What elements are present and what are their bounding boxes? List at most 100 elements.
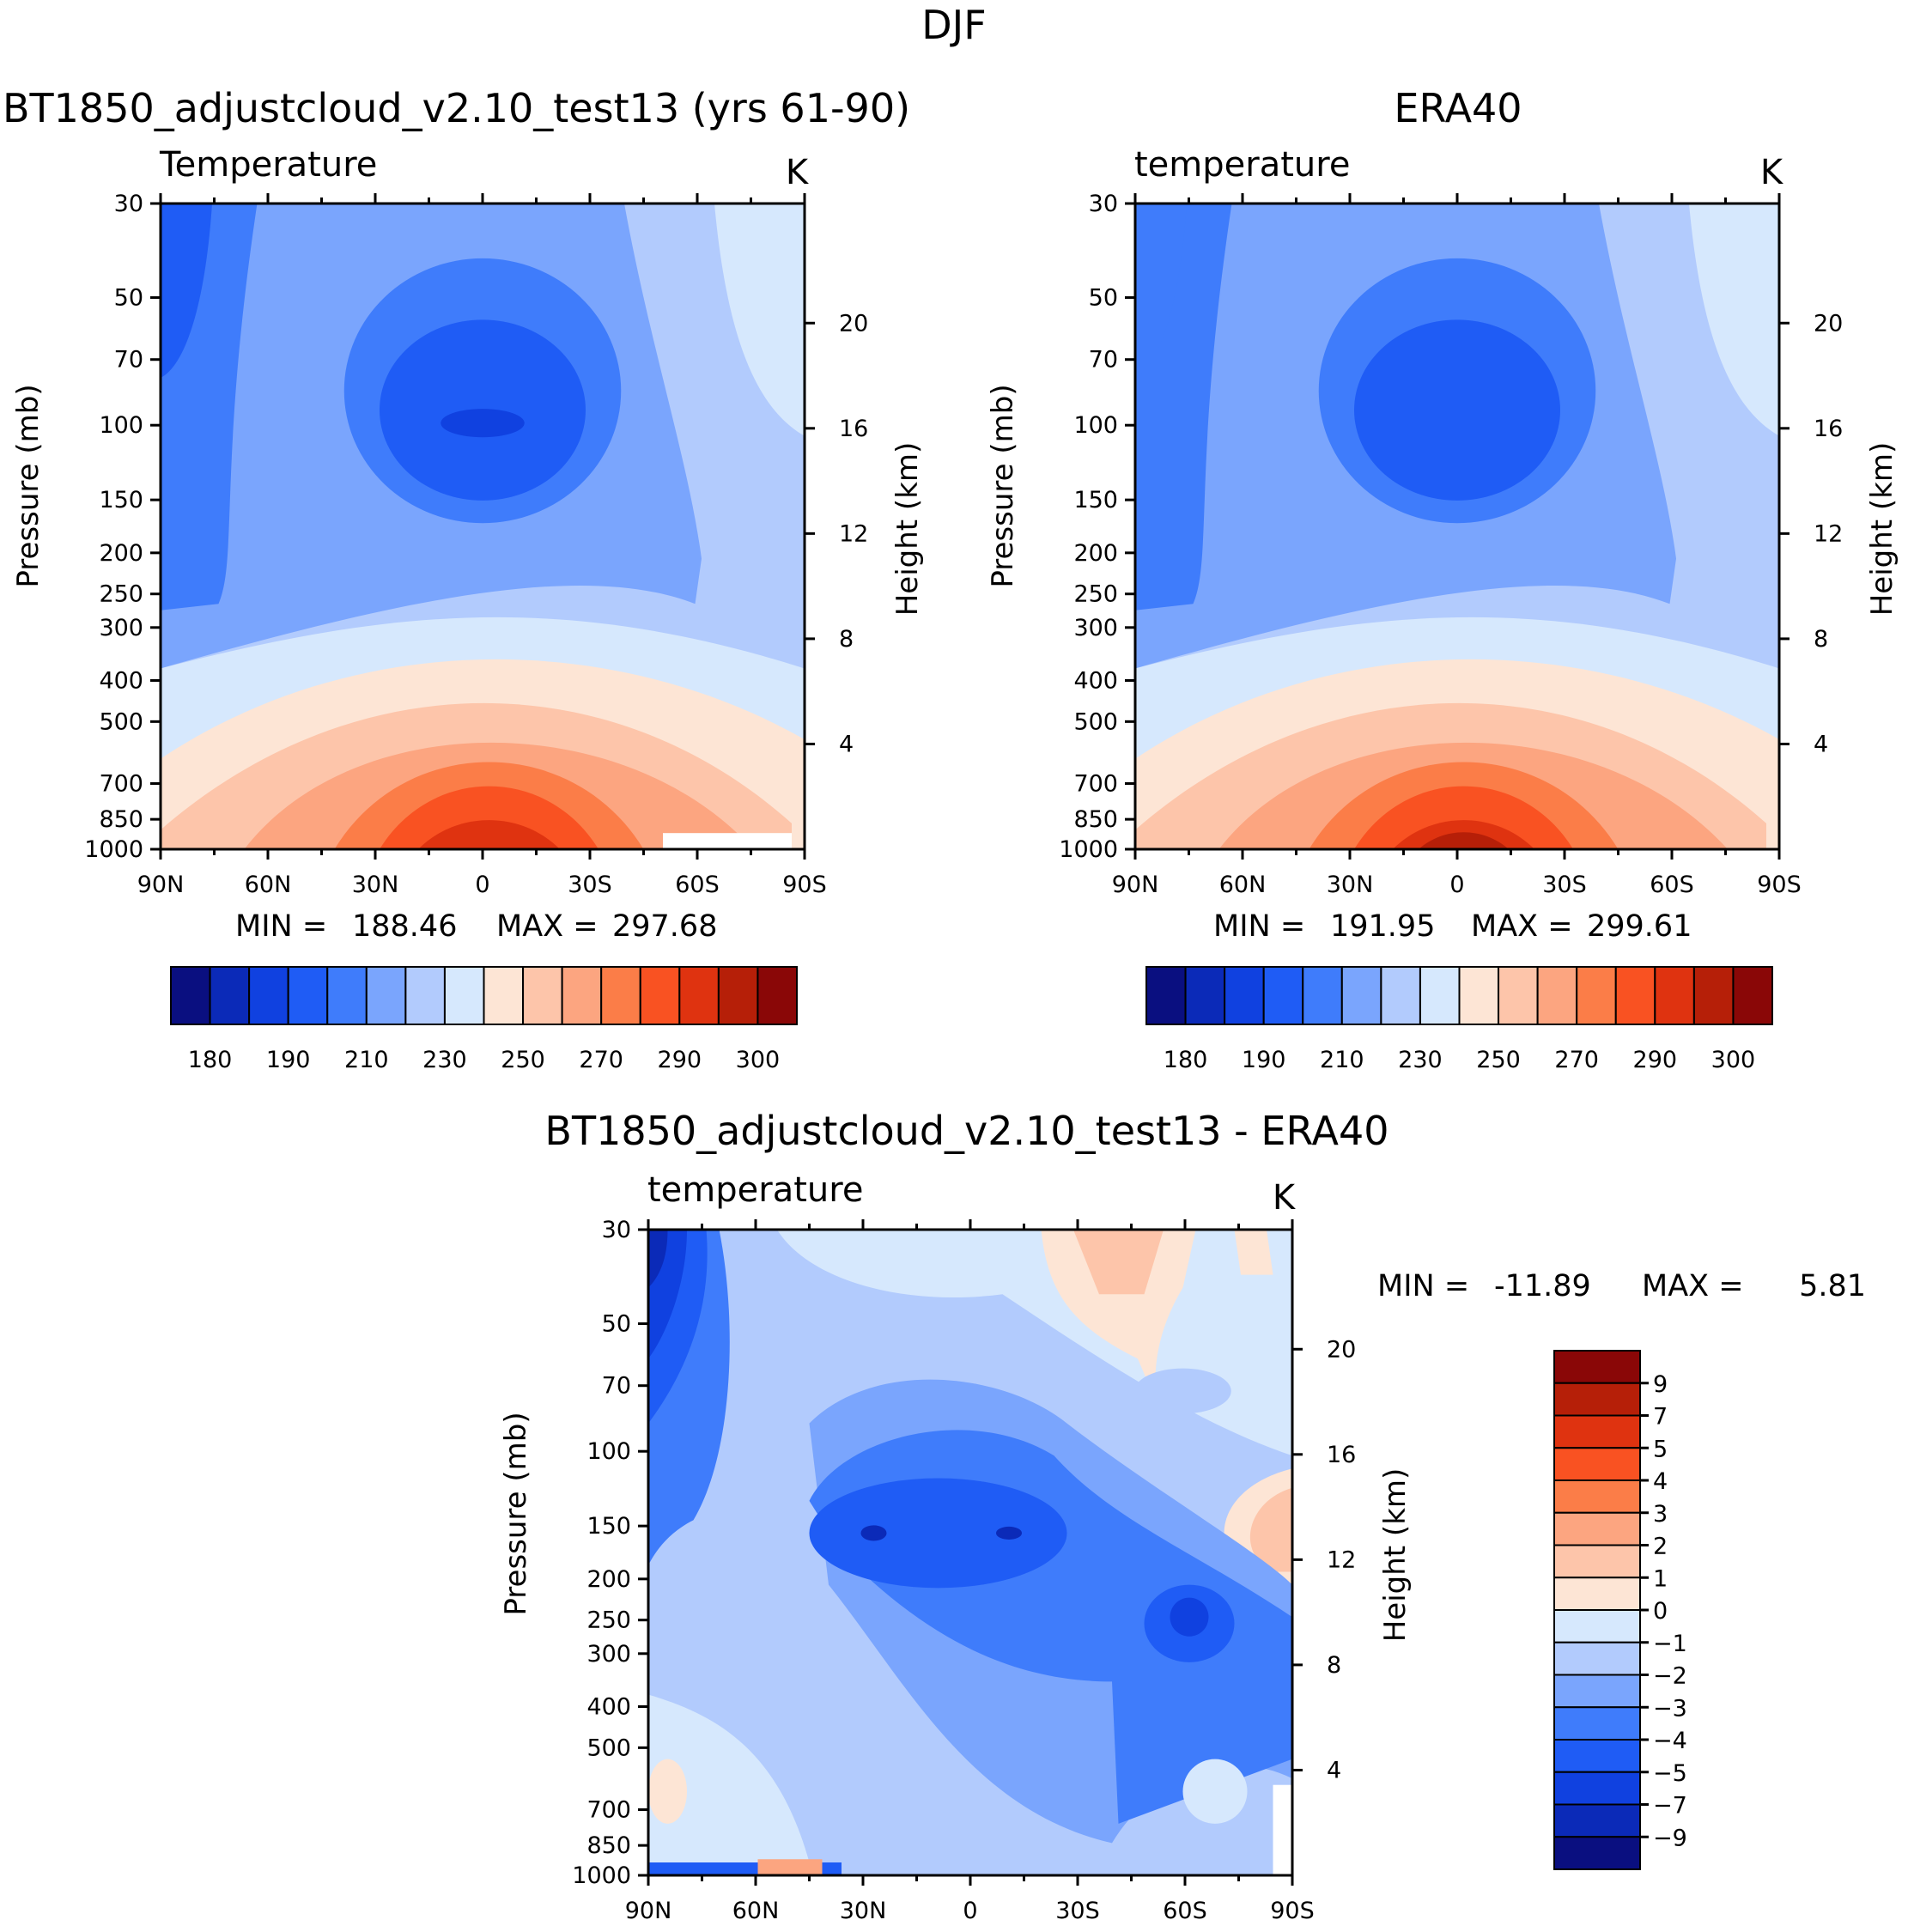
contour-region [996,1526,1022,1540]
colorbar-box [1576,966,1617,1025]
contour-region [161,204,212,379]
x-tick-label: 60S [1650,872,1694,898]
y-tick-label: 150 [99,487,143,513]
contour-region [714,204,805,436]
y2-tick-label: 20 [839,310,868,337]
panel-difference: BT1850_adjustcloud_v2.10_test13 - ERA40 … [499,1108,1866,1924]
max-label: MAX = [496,909,599,944]
contour-region [1170,1597,1209,1637]
x-tick-label: 90N [1112,872,1159,898]
y2-tick-label: 4 [839,731,854,757]
y-tick-label: 1000 [84,836,143,863]
min-label: MIN = [1213,909,1305,944]
colorbar-box [1302,966,1343,1025]
colorbar-label: −5 [1653,1760,1687,1787]
colorbar-box [209,966,251,1025]
colorbar-label: 250 [501,1047,545,1073]
y2-tick-label: 16 [1327,1442,1356,1468]
min-value: 188.46 [352,909,457,944]
contour-fills [161,204,805,849]
colorbar-label: −3 [1653,1695,1687,1722]
y-tick-label: 850 [586,1832,631,1859]
colorbar-label: 300 [736,1047,781,1073]
colorbar-box [600,966,641,1025]
max-value: 299.61 [1587,909,1692,944]
y-tick-label: 30 [114,191,143,217]
contour-region [648,1230,668,1288]
colorbar-label: 210 [1320,1047,1364,1073]
y-tick-label: 200 [1073,540,1118,567]
y2-axis-label: Height (km) [1865,442,1899,617]
max-label: MAX = [1642,1269,1744,1303]
colorbar-box [1614,966,1656,1025]
colorbar-label: 180 [1164,1047,1208,1073]
figure-title: DJF [921,2,986,48]
y-tick-label: 200 [586,1566,631,1593]
y-tick-label: 70 [114,347,143,374]
y-tick-label: 500 [586,1735,631,1761]
contour-region [1234,1230,1273,1275]
x-tick-label: 90N [137,872,185,898]
colorbar-label: 230 [1398,1047,1443,1073]
y-axis-label: Pressure (mb) [986,384,1020,587]
colorbar-box [1553,1577,1641,1611]
colorbar-box [1553,1382,1641,1417]
min-value: -11.89 [1494,1269,1591,1303]
panel-subtitle: temperature [1134,145,1350,185]
colorbar-label: 230 [422,1047,467,1073]
max-value: 5.81 [1799,1269,1866,1303]
contour-region [757,1859,823,1875]
colorbar-label: 270 [579,1047,623,1073]
colorbar-label: 190 [1242,1047,1286,1073]
x-tick-label: 60S [675,872,720,898]
colorbar-box [1732,966,1773,1025]
colorbar: 180 190 210 230 250 270 290 300 [170,966,798,1073]
y-tick-label: 400 [586,1693,631,1720]
y2-tick-label: 16 [839,416,868,442]
contour-region [1073,1230,1164,1295]
colorbar-box [1553,1706,1641,1741]
y-tick-label: 300 [586,1641,631,1668]
colorbar-box [170,966,211,1025]
colorbar-box [1553,1414,1641,1449]
colorbar-box [1262,966,1304,1025]
y2-tick-label: 12 [1814,520,1843,547]
colorbar-label: 7 [1653,1404,1668,1431]
y-tick-label: 30 [602,1217,631,1243]
colorbar: 180 190 210 230 250 270 290 300 [1145,966,1773,1073]
colorbar-box [717,966,759,1025]
colorbar: 9 7 5 4 3 2 1 0 −1 −2 −3 −4 −5 −7 −9 [1553,1350,1687,1870]
contour-region [418,820,560,849]
colorbar-box [1553,1609,1641,1643]
contour-field [161,204,805,849]
axes: 305070100150200250300400500700850100090N… [572,1217,1356,1924]
colorbar-box [1145,966,1187,1025]
colorbar-box [287,966,329,1025]
y2-tick-label: 8 [839,626,854,653]
colorbar-box [561,966,603,1025]
colorbar-label: −7 [1653,1793,1687,1820]
panel-title: BT1850_adjustcloud_v2.10_test13 (yrs 61-… [3,85,910,131]
y2-tick-label: 8 [1327,1652,1341,1679]
colorbar-box [1553,1544,1641,1579]
colorbar-label: 300 [1711,1047,1756,1073]
panel-title: BT1850_adjustcloud_v2.10_test13 - ERA40 [544,1108,1388,1154]
missing-data [663,833,792,849]
x-tick-label: 90N [625,1898,672,1924]
min-label: MIN = [235,909,327,944]
colorbar-box [326,966,368,1025]
y-tick-label: 50 [1089,285,1118,312]
x-tick-label: 30S [568,872,612,898]
contour-region [1249,1487,1292,1572]
y2-tick-label: 20 [1814,310,1843,337]
colorbar-box [483,966,525,1025]
colorbar-label: 9 [1653,1371,1668,1398]
colorbar-label: 250 [1476,1047,1521,1073]
colorbar-box [1536,966,1578,1025]
colorbar-box [443,966,485,1025]
colorbar-label: 0 [1653,1598,1668,1625]
colorbar-box [1553,1803,1641,1838]
y-tick-label: 400 [99,667,143,694]
colorbar-box [1553,1447,1641,1481]
y-tick-label: 200 [99,540,143,567]
